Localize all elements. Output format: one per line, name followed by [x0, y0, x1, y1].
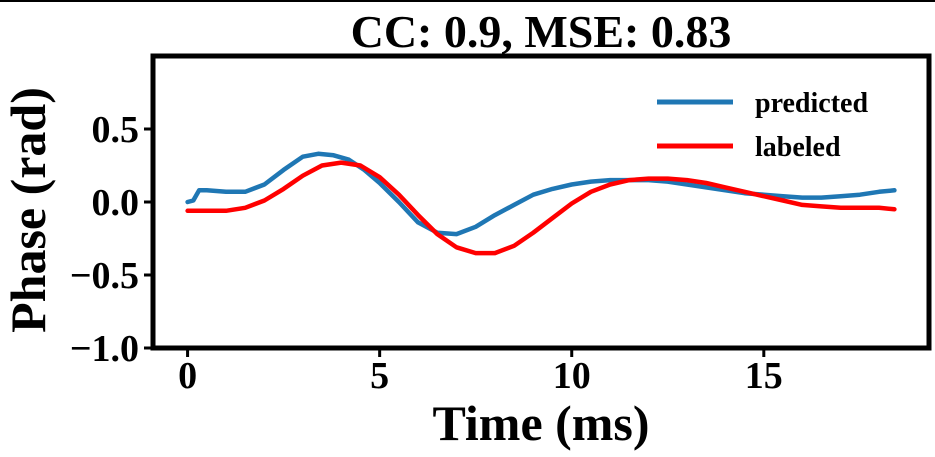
y-tick-label: −1.0 — [70, 328, 139, 370]
x-tick-label: 0 — [178, 355, 197, 397]
y-axis-label: Phase (rad) — [0, 87, 56, 333]
x-tick-label: 10 — [553, 355, 591, 397]
series-line-predicted — [185, 151, 897, 237]
y-tick-label: 0.5 — [92, 109, 140, 151]
legend-label-predicted: predicted — [755, 88, 868, 119]
y-tick-label: 0.0 — [92, 182, 140, 224]
x-tick-label: 5 — [370, 355, 389, 397]
series-group — [185, 151, 897, 256]
series-line-labeled — [185, 160, 897, 256]
ticks: 0 5 10 15 −1.0 −0.5 0.0 0.5 — [70, 109, 783, 397]
x-tick-label: 15 — [745, 355, 783, 397]
x-axis-label: Time (ms) — [432, 395, 649, 451]
legend: predicted labeled — [657, 88, 868, 163]
chart-title: CC: 0.9, MSE: 0.83 — [351, 6, 732, 57]
legend-label-labeled: labeled — [755, 132, 841, 163]
y-tick-label: −0.5 — [70, 255, 139, 297]
